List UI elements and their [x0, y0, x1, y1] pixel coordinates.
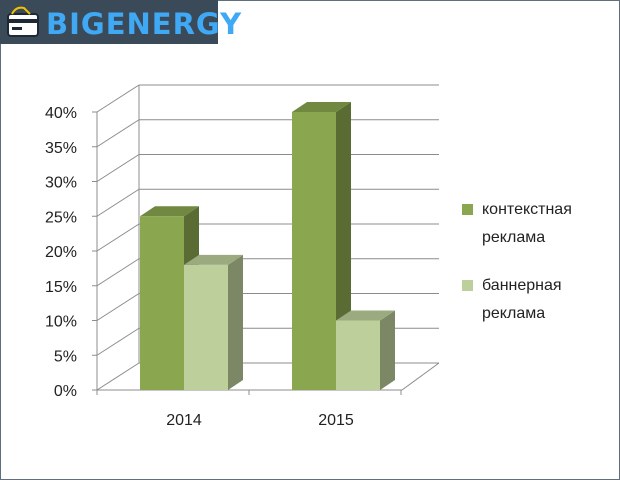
- bar-top: [140, 206, 199, 217]
- bar: [140, 216, 184, 390]
- logo: BIGENERGY: [0, 0, 241, 44]
- y-tick-label: 5%: [54, 348, 77, 365]
- legend-label-line1: баннерная: [482, 277, 562, 294]
- x-tick-label: 2014: [166, 412, 202, 429]
- y-tick-label: 15%: [45, 279, 77, 296]
- grid-diagonal: [96, 362, 140, 391]
- bar: [292, 112, 336, 390]
- grid-diagonal: [96, 119, 140, 148]
- y-tick-label: 30%: [45, 175, 77, 192]
- legend-label-line2: реклама: [482, 305, 546, 322]
- y-tick-label: 40%: [45, 105, 77, 122]
- wallet-card-icon: [7, 6, 39, 37]
- legend-item-contextual: контекстная реклама: [462, 196, 602, 252]
- y-tick-label: 25%: [45, 209, 77, 226]
- legend-swatch-contextual: [462, 204, 473, 215]
- legend-item-banner: баннерная реклама: [462, 272, 602, 328]
- y-tick-label: 20%: [45, 244, 77, 261]
- bar-side: [228, 254, 243, 390]
- legend-label-line2: реклама: [482, 229, 546, 246]
- bar-side: [380, 310, 395, 390]
- legend-swatch-banner: [462, 280, 473, 291]
- grid-diagonal: [96, 84, 140, 113]
- bar-top: [184, 254, 243, 265]
- legend-label-line1: контекстная: [482, 201, 572, 218]
- y-tick-label: 10%: [45, 314, 77, 331]
- grid-diagonal: [96, 154, 140, 182]
- logo-text: BIGENERGY: [46, 7, 243, 41]
- y-tick-label: 35%: [45, 140, 77, 157]
- bar: [336, 320, 380, 390]
- logo-background: [0, 0, 218, 44]
- grid-diagonal: [96, 188, 140, 217]
- grid-diagonal: [96, 293, 140, 321]
- y-tick-label: 0%: [54, 383, 77, 400]
- bar-top: [292, 102, 351, 112]
- x-tick-label: 2015: [318, 412, 354, 429]
- legend: контекстная реклама баннерная реклама: [462, 196, 602, 348]
- grid-diagonal: [96, 327, 140, 356]
- floor-edge: [401, 362, 440, 391]
- bar: [184, 264, 228, 390]
- bar-top: [336, 310, 395, 321]
- grid-diagonal: [96, 258, 140, 287]
- grid-diagonal: [96, 223, 140, 252]
